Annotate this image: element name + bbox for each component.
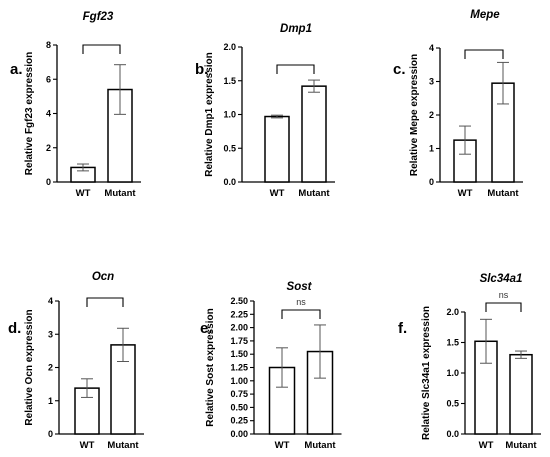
panel-d-ytick-label: 2 (48, 363, 53, 373)
panel-e-ytick-label: 2.00 (230, 323, 248, 333)
panel-b-label: b. (195, 61, 208, 78)
panel-b-ylabel: Relative Dmp1 expression (204, 52, 215, 177)
panel-b-title: Dmp1 (280, 23, 312, 35)
panel-d-comparison-bracket (86, 297, 124, 307)
panel-b-bar-wt (264, 115, 290, 183)
panel-f-title: Slc34a1 (480, 273, 523, 285)
panel-b-ytick-label: 1.0 (223, 110, 236, 120)
panel-c-ytick-label: 0 (429, 177, 434, 187)
panel-e-ytick-label: 1.00 (230, 376, 248, 386)
panel-e-ytick-label: 1.25 (230, 363, 248, 373)
panel-d-title: Ocn (92, 271, 114, 283)
panel-a-comparison-bracket (82, 44, 121, 54)
panel-c-category-label: Mutant (487, 188, 519, 199)
panel-f-significance: ns (499, 290, 509, 300)
panel-c-ylabel: Relative Mepe expression (409, 54, 420, 176)
panel-e-ytick-label: 0.75 (230, 389, 248, 399)
panel-c-ytick-label: 3 (429, 77, 434, 87)
panel-e-label: e. (200, 320, 213, 337)
panel-a-ytick-label: 8 (46, 40, 51, 50)
panel-e-significance: ns (296, 297, 306, 307)
panel-f-category-label: WT (479, 440, 494, 451)
panel-f-ytick-label: 1.0 (446, 368, 459, 378)
panel-b-ytick-label: 1.5 (223, 76, 236, 86)
panel-d-ytick-label: 1 (48, 396, 53, 406)
panel-e-ytick-label: 2.25 (230, 309, 248, 319)
panel-e-ylabel: Relative Sost expression (205, 308, 216, 426)
panel-e-ytick-label: 0.25 (230, 416, 248, 426)
panel-a-title: Fgf23 (83, 11, 114, 23)
panel-e-ytick-label: 1.50 (230, 349, 248, 359)
panel-f-category-label: Mutant (505, 440, 537, 451)
panel-d-category-label: WT (80, 440, 95, 451)
panel-e-ytick-label: 2.50 (230, 296, 248, 306)
panel-b-ytick-label: 0.5 (223, 143, 236, 153)
panel-f-comparison-bracket (485, 302, 522, 312)
panel-a-label: a. (10, 61, 23, 78)
panel-d-ytick-label: 4 (48, 296, 53, 306)
panel-c-label: c. (393, 61, 406, 78)
panel-c-ytick-label: 1 (429, 144, 434, 154)
panel-f-ytick-label: 0.5 (446, 399, 459, 409)
panel-f-ytick-label: 1.5 (446, 338, 459, 348)
panel-a-ytick-label: 2 (46, 143, 51, 153)
panel-d-category-label: Mutant (107, 440, 139, 451)
panel-b-comparison-bracket (276, 64, 315, 74)
panel-a-ytick-label: 0 (46, 177, 51, 187)
panel-a-ylabel: Relative Fgf23 expression (24, 52, 35, 175)
panel-b-category-label: Mutant (298, 188, 330, 199)
panel-d-label: d. (8, 320, 21, 337)
panel-e-category-label: Mutant (304, 440, 336, 451)
panel-a-bar-mutant (107, 88, 133, 183)
panel-d-ytick-label: 3 (48, 329, 53, 339)
panel-e-comparison-bracket (281, 309, 321, 319)
panel-b-ytick-label: 2.0 (223, 42, 236, 52)
panel-d-ytick-label: 0 (48, 429, 53, 439)
panel-a-category-label: Mutant (104, 188, 136, 199)
panel-c-comparison-bracket (464, 49, 504, 59)
panel-c-category-label: WT (458, 188, 473, 199)
panel-c-title: Mepe (470, 9, 500, 21)
panel-a-category-label: WT (76, 188, 91, 199)
panel-e-category-label: WT (275, 440, 290, 451)
panel-b-bar-mutant (301, 85, 327, 183)
panel-f-ytick-label: 0.0 (446, 429, 459, 439)
panel-e-ytick-label: 0.50 (230, 402, 248, 412)
panel-f-ytick-label: 2.0 (446, 307, 459, 317)
panel-a-ytick-label: 6 (46, 74, 51, 84)
panel-e-ytick-label: 0.00 (230, 429, 248, 439)
panel-b-category-label: WT (270, 188, 285, 199)
panel-e-ytick-label: 1.75 (230, 336, 248, 346)
panel-c-ytick-label: 4 (429, 43, 434, 53)
panel-d-ylabel: Relative Ocn expression (24, 309, 35, 425)
panel-e-title: Sost (287, 281, 313, 293)
panel-f-label: f. (398, 320, 407, 337)
panel-c-ytick-label: 2 (429, 110, 434, 120)
panel-b-ytick-label: 0.0 (223, 177, 236, 187)
panel-f-ylabel: Relative Slc34a1 expression (421, 306, 432, 440)
panel-f-bar-mutant (509, 353, 533, 435)
panel-a-ytick-label: 4 (46, 109, 51, 119)
